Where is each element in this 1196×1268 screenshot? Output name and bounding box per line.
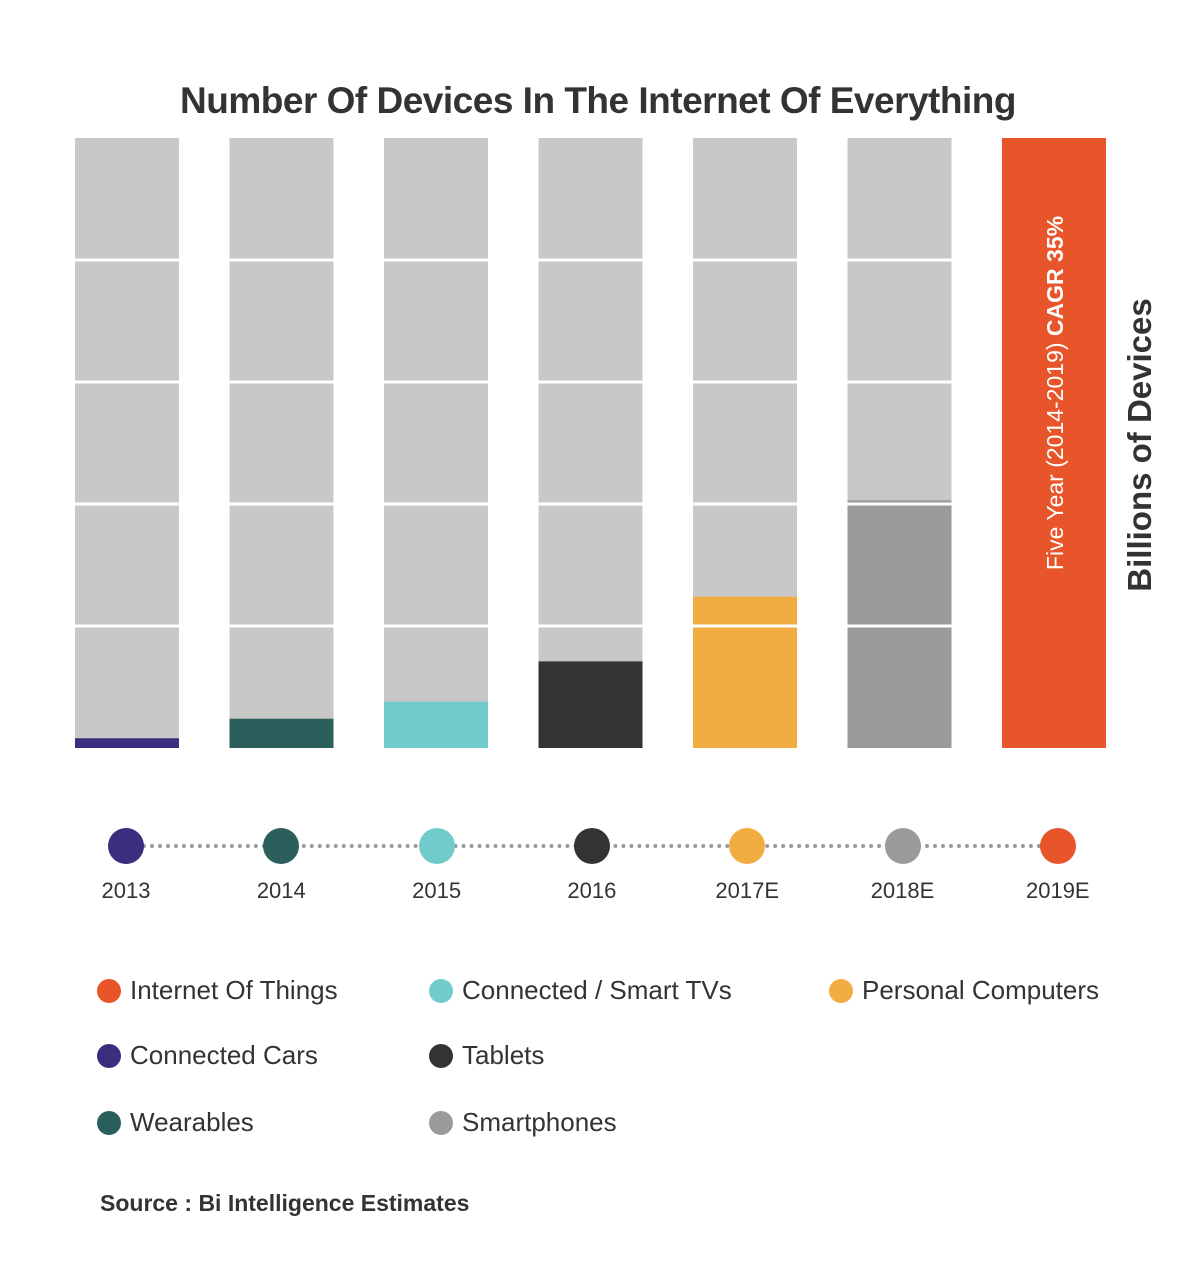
cagr-annotation: Five Year (2014-2019) CAGR 35% bbox=[1042, 216, 1068, 570]
timeline-dot-2013 bbox=[108, 828, 144, 864]
legend-dot bbox=[429, 1110, 453, 1135]
legend-item: Tablets bbox=[429, 1040, 544, 1071]
bar-2018E bbox=[847, 500, 952, 748]
timeline-dot-2019E bbox=[1039, 828, 1076, 864]
legend-dot bbox=[829, 978, 853, 1003]
legend-item: Internet Of Things bbox=[97, 975, 338, 1006]
bar-column-2017E bbox=[693, 138, 797, 748]
source-note: Source : Bi Intelligence Estimates bbox=[100, 1190, 469, 1217]
timeline-dot-2014 bbox=[263, 828, 300, 864]
bar-2014 bbox=[229, 718, 334, 748]
timeline-label-2017E: 2017E bbox=[715, 878, 779, 903]
timeline-label-2016: 2016 bbox=[567, 878, 617, 903]
legend-dot bbox=[97, 1043, 121, 1068]
bar-column-2014 bbox=[229, 138, 334, 748]
timeline-dot-2016 bbox=[573, 828, 610, 864]
bar-column-2013 bbox=[75, 138, 179, 748]
legend-item: Wearables bbox=[97, 1107, 254, 1138]
bar-2015 bbox=[384, 701, 488, 748]
y-axis-label: Billions of Devices bbox=[1121, 298, 1158, 592]
legend-label: Tablets bbox=[462, 1040, 545, 1070]
source-separator: : bbox=[177, 1190, 199, 1216]
bar-background bbox=[538, 138, 643, 748]
legend-label: Connected Cars bbox=[130, 1040, 318, 1070]
year-timeline: 2013 2014 2015 2016 2017E 2018E 2019E bbox=[0, 820, 1196, 920]
legend-dot bbox=[97, 978, 121, 1003]
cagr-annotation-bold: CAGR 35% bbox=[1042, 216, 1068, 336]
legend-item: Personal Computers bbox=[829, 975, 1099, 1006]
legend-label: Internet Of Things bbox=[130, 975, 338, 1005]
legend-item: Connected / Smart TVs bbox=[429, 975, 732, 1006]
timeline-label-2018E: 2018E bbox=[870, 878, 935, 903]
bar-chart: Five Year (2014-2019) CAGR 35% bbox=[75, 138, 1106, 748]
legend-label: Smartphones bbox=[462, 1107, 617, 1137]
timeline-dot-2015 bbox=[418, 828, 455, 864]
legend-dot bbox=[97, 1110, 121, 1135]
bar-background bbox=[75, 138, 179, 748]
bar-column-2019E bbox=[1002, 138, 1106, 748]
chart-title: Number Of Devices In The Internet Of Eve… bbox=[180, 80, 1016, 121]
legend-item: Connected Cars bbox=[97, 1040, 318, 1071]
bar-2016 bbox=[538, 661, 643, 748]
bar-2013 bbox=[75, 738, 179, 748]
timeline-dot-2018E bbox=[884, 828, 921, 864]
cagr-annotation-light: Five Year (2014-2019) bbox=[1042, 336, 1068, 570]
timeline-label-2013: 2013 bbox=[101, 878, 151, 903]
bar-2017E bbox=[693, 596, 797, 748]
bar-background bbox=[229, 138, 334, 748]
legend-dot bbox=[429, 978, 453, 1003]
legend-label: Wearables bbox=[130, 1107, 254, 1137]
bar-column-2015 bbox=[384, 138, 488, 748]
timeline-dot-2017E bbox=[729, 828, 766, 864]
timeline-label-2015: 2015 bbox=[412, 878, 462, 903]
bar-column-2018E bbox=[847, 138, 952, 748]
legend-item: Smartphones bbox=[429, 1107, 617, 1138]
bar-background bbox=[384, 138, 488, 748]
timeline-label-2014: 2014 bbox=[256, 878, 306, 903]
source-label: Source bbox=[100, 1190, 178, 1216]
source-text: Bi Intelligence Estimates bbox=[198, 1190, 470, 1216]
bar-column-2016 bbox=[538, 138, 643, 748]
legend-label: Personal Computers bbox=[862, 975, 1099, 1005]
legend: Internet Of Things Connected / Smart TVs P… bbox=[0, 970, 1196, 1150]
legend-label: Connected / Smart TVs bbox=[462, 975, 732, 1005]
timeline-label-2019E: 2019E bbox=[1025, 878, 1090, 903]
legend-dot bbox=[429, 1043, 453, 1068]
bar-2019E bbox=[1002, 138, 1106, 748]
